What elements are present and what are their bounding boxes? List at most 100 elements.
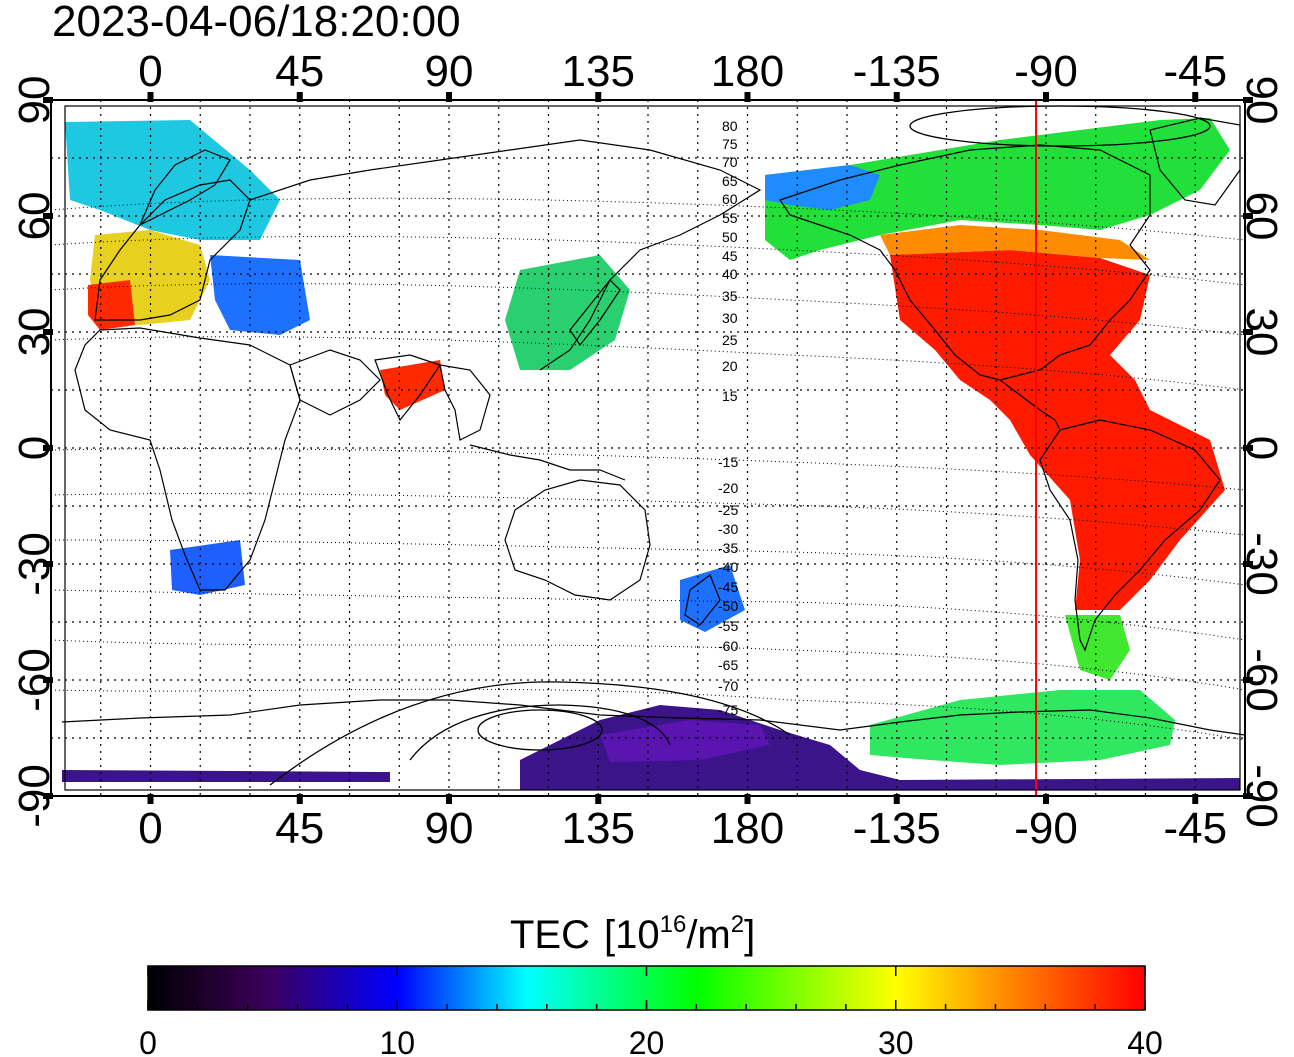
tec-patch-iberia bbox=[88, 280, 135, 330]
magnetic-lat-label: 55 bbox=[722, 210, 738, 226]
coast-antarctica bbox=[61, 699, 1245, 736]
tec-patch-india bbox=[380, 360, 445, 410]
x-tick-label: 90 bbox=[425, 47, 474, 96]
colorbar-ticks bbox=[147, 966, 1146, 1010]
y-tick-label: -30 bbox=[10, 532, 59, 596]
x-tick-labels-top: 0 45 90 135 180 -135 -90 -45 bbox=[138, 47, 1227, 96]
magnetic-lat-label: -65 bbox=[718, 657, 738, 673]
colorbar-tick-label: 10 bbox=[379, 1025, 415, 1057]
y-tick-label: 90 bbox=[10, 76, 59, 125]
tec-patch-europe-north bbox=[65, 120, 280, 240]
y-tick-label: 0 bbox=[10, 436, 59, 460]
magnetic-lat-label: -75 bbox=[718, 702, 738, 718]
coast-indonesia bbox=[469, 444, 626, 481]
x-tick-label: 180 bbox=[711, 804, 784, 853]
magnetic-lat-label: 35 bbox=[722, 288, 738, 304]
tec-patch-south-america-tip bbox=[1065, 615, 1130, 680]
y-tick-labels-right: 90 60 30 0 -30 -60 -90 bbox=[1237, 76, 1286, 828]
magnetic-lat-label: 25 bbox=[722, 332, 738, 348]
map-plot: 80 75 70 65 60 55 50 45 40 35 30 25 20 15 -15 -20 -25 -30… bbox=[10, 47, 1286, 853]
tec-patch-americas bbox=[890, 250, 1225, 610]
coast-se-asia bbox=[439, 364, 491, 441]
tec-data-patches bbox=[62, 118, 1240, 790]
coast-south-america bbox=[1039, 419, 1221, 652]
magnetic-lat-label: -20 bbox=[718, 480, 738, 496]
tec-patch-antarctic-ross bbox=[600, 720, 770, 762]
x-tick-label: -135 bbox=[853, 804, 941, 853]
coast-europe bbox=[94, 179, 251, 321]
y-tick-label: -60 bbox=[10, 648, 59, 712]
colorbar-tick-label: 0 bbox=[139, 1025, 157, 1057]
timestamp-title: 2023-04-06/18:20:00 bbox=[52, 0, 461, 46]
graticule-grid bbox=[51, 100, 1245, 796]
magnetic-lat-label: 40 bbox=[722, 266, 738, 282]
x-tick-label: 0 bbox=[138, 804, 162, 853]
map-frame-inner bbox=[64, 105, 1241, 791]
magnetic-lat-label: 70 bbox=[722, 154, 738, 170]
magnetic-lat-label: 15 bbox=[722, 388, 738, 404]
coast-scandinavia bbox=[138, 149, 231, 227]
x-tick-label: 90 bbox=[425, 804, 474, 853]
tec-patch-japan bbox=[505, 255, 630, 370]
tec-patch-alaska-blue bbox=[765, 165, 880, 210]
magnetic-lat-label: -40 bbox=[718, 559, 738, 575]
coast-greenland bbox=[1149, 117, 1241, 206]
y-tick-label: 60 bbox=[1237, 192, 1286, 241]
magnetic-lat-label: -50 bbox=[718, 598, 738, 614]
magnetic-lat-label: -15 bbox=[718, 454, 738, 470]
magnetic-lat-label: -55 bbox=[718, 618, 738, 634]
x-tick-label: 135 bbox=[562, 47, 635, 96]
colorbar-title: TEC [1016/m2] bbox=[510, 911, 755, 957]
magnetic-lat-label: -70 bbox=[718, 678, 738, 694]
coast-central-america bbox=[999, 379, 1061, 431]
y-tick-label: 0 bbox=[1237, 436, 1286, 460]
colorbar-tick-label: 30 bbox=[878, 1025, 914, 1057]
magnetic-lat-label: 80 bbox=[722, 118, 738, 134]
tec-patch-africa-south bbox=[170, 540, 245, 595]
coast-new-zealand bbox=[684, 574, 721, 626]
x-tick-label: 180 bbox=[711, 47, 784, 96]
tec-patch-new-zealand bbox=[680, 565, 745, 632]
magnetic-lat-label: -35 bbox=[718, 540, 738, 556]
coast-arabia bbox=[289, 349, 381, 416]
y-tick-label: -90 bbox=[1237, 764, 1286, 828]
y-tick-labels-left: 90 60 30 0 -30 -60 -90 bbox=[10, 76, 59, 828]
magnetic-lat-label: 65 bbox=[722, 173, 738, 189]
y-tick-label: 30 bbox=[1237, 308, 1286, 357]
coastlines bbox=[61, 117, 1245, 736]
magnetic-lat-label: 30 bbox=[722, 310, 738, 326]
coast-japan bbox=[569, 279, 621, 347]
magnetic-lat-label: -60 bbox=[718, 638, 738, 654]
magnetic-lat-label: -25 bbox=[718, 502, 738, 518]
magnetic-latitude-labels: 80 75 70 65 60 55 50 45 40 35 30 25 20 15 -15 -20 -25 -30… bbox=[718, 118, 738, 718]
colorbar: TEC [1016/m2] 0 10 20 30 40 bbox=[139, 911, 1163, 1057]
x-tick-label: 135 bbox=[562, 804, 635, 853]
y-tick-label: -90 bbox=[10, 764, 59, 828]
x-tick-label: -135 bbox=[853, 47, 941, 96]
x-tick-labels-bottom: 0 45 90 135 180 -135 -90 -45 bbox=[138, 804, 1227, 853]
magnetic-lat-label: 45 bbox=[722, 248, 738, 264]
tec-patch-east-europe bbox=[210, 255, 310, 335]
tec-patch-canada-green bbox=[765, 118, 1230, 260]
x-tick-label: 45 bbox=[275, 804, 324, 853]
frame-ticks bbox=[43, 92, 1253, 804]
x-tick-label: -45 bbox=[1163, 804, 1227, 853]
x-tick-label: -90 bbox=[1014, 804, 1078, 853]
tec-patch-antarctic-green bbox=[870, 690, 1175, 765]
magnetic-lat-label: 60 bbox=[722, 191, 738, 207]
x-tick-label: 45 bbox=[275, 47, 324, 96]
y-tick-label: -60 bbox=[1237, 648, 1286, 712]
magnetic-lat-label: 20 bbox=[722, 358, 738, 374]
coast-africa bbox=[74, 327, 301, 591]
coast-north-america bbox=[779, 144, 1151, 381]
magnetic-lat-label: -45 bbox=[718, 579, 738, 595]
colorbar-tick-label: 40 bbox=[1127, 1025, 1163, 1057]
colorbar-tick-label: 20 bbox=[629, 1025, 665, 1057]
magnetic-lat-label: 75 bbox=[722, 136, 738, 152]
magnetic-lat-label: -30 bbox=[718, 521, 738, 537]
x-tick-label: -90 bbox=[1014, 47, 1078, 96]
tec-patch-antarctic-west bbox=[62, 770, 390, 782]
y-tick-label: 30 bbox=[10, 308, 59, 357]
tec-patch-north-america-transition bbox=[880, 225, 1150, 260]
